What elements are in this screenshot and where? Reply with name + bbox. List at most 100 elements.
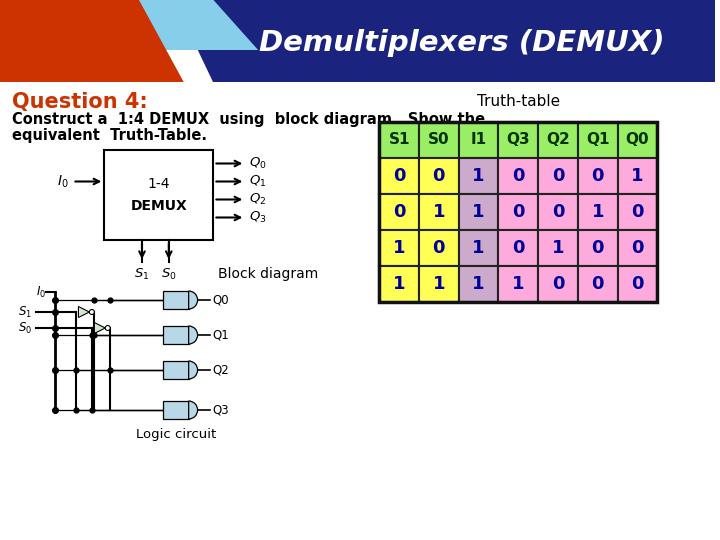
Bar bbox=[163, 291, 189, 309]
Text: 1: 1 bbox=[631, 167, 644, 185]
Text: S1: S1 bbox=[388, 132, 410, 147]
Text: $S_1$: $S_1$ bbox=[18, 305, 32, 320]
Text: $I_0$: $I_0$ bbox=[57, 173, 68, 190]
Text: 0: 0 bbox=[512, 203, 525, 221]
Text: 1: 1 bbox=[433, 275, 445, 293]
Bar bbox=[498, 158, 538, 194]
Bar bbox=[163, 401, 189, 419]
Wedge shape bbox=[189, 291, 197, 309]
Text: Q1: Q1 bbox=[586, 132, 609, 147]
Bar bbox=[379, 122, 419, 158]
Bar bbox=[0, 82, 715, 540]
Circle shape bbox=[89, 309, 94, 314]
Bar bbox=[379, 158, 419, 194]
Bar bbox=[419, 122, 459, 158]
Bar bbox=[379, 122, 657, 302]
Text: Q2: Q2 bbox=[212, 363, 229, 376]
Bar bbox=[419, 194, 459, 230]
Text: 0: 0 bbox=[393, 203, 405, 221]
Bar bbox=[0, 0, 715, 85]
Bar bbox=[618, 266, 657, 302]
Text: 0: 0 bbox=[631, 239, 644, 257]
Wedge shape bbox=[189, 361, 197, 379]
Text: 0: 0 bbox=[512, 167, 525, 185]
Text: Block diagram: Block diagram bbox=[218, 267, 319, 281]
Text: $Q_0$: $Q_0$ bbox=[249, 156, 267, 171]
Bar bbox=[578, 158, 618, 194]
Text: Truth-table: Truth-table bbox=[477, 94, 560, 110]
Text: 0: 0 bbox=[631, 203, 644, 221]
Bar bbox=[379, 194, 419, 230]
Text: 0: 0 bbox=[552, 203, 564, 221]
Text: DEMUX: DEMUX bbox=[130, 199, 187, 213]
Text: Demultiplexers (DEMUX): Demultiplexers (DEMUX) bbox=[259, 29, 665, 57]
Text: 0: 0 bbox=[591, 167, 604, 185]
Text: 1-4: 1-4 bbox=[148, 177, 170, 191]
Bar bbox=[498, 266, 538, 302]
Polygon shape bbox=[0, 0, 258, 50]
Bar bbox=[379, 230, 419, 266]
Bar bbox=[578, 230, 618, 266]
Bar bbox=[578, 266, 618, 302]
Polygon shape bbox=[94, 322, 105, 334]
Bar bbox=[538, 266, 578, 302]
Polygon shape bbox=[0, 0, 715, 50]
Text: 0: 0 bbox=[552, 167, 564, 185]
Text: 1: 1 bbox=[393, 275, 405, 293]
Bar bbox=[498, 122, 538, 158]
Polygon shape bbox=[78, 307, 89, 318]
Text: 0: 0 bbox=[393, 167, 405, 185]
Bar bbox=[419, 230, 459, 266]
Bar bbox=[419, 158, 459, 194]
Bar bbox=[538, 194, 578, 230]
Text: Construct a  1:4 DEMUX  using  block diagram.  Show the: Construct a 1:4 DEMUX using block diagra… bbox=[12, 112, 485, 127]
Text: 0: 0 bbox=[433, 167, 445, 185]
Text: S0: S0 bbox=[428, 132, 450, 147]
Text: equivalent  Truth-Table.: equivalent Truth-Table. bbox=[12, 128, 207, 143]
Text: $Q_1$: $Q_1$ bbox=[249, 174, 266, 189]
Text: 0: 0 bbox=[433, 239, 445, 257]
Text: Q1: Q1 bbox=[212, 328, 229, 341]
Bar bbox=[538, 122, 578, 158]
Text: Q3: Q3 bbox=[212, 403, 229, 416]
Bar bbox=[163, 361, 189, 379]
Text: I1: I1 bbox=[470, 132, 487, 147]
Bar bbox=[538, 230, 578, 266]
Bar bbox=[618, 230, 657, 266]
Text: 1: 1 bbox=[433, 203, 445, 221]
Text: $S_0$: $S_0$ bbox=[18, 320, 32, 335]
Text: Q0: Q0 bbox=[626, 132, 649, 147]
Text: 0: 0 bbox=[591, 275, 604, 293]
Text: $S_1$: $S_1$ bbox=[134, 267, 150, 282]
Bar bbox=[578, 122, 618, 158]
Text: $Q_3$: $Q_3$ bbox=[249, 210, 267, 225]
Text: Question 4:: Question 4: bbox=[12, 92, 148, 112]
Bar bbox=[459, 122, 498, 158]
Text: 1: 1 bbox=[472, 203, 485, 221]
Text: Q0: Q0 bbox=[212, 294, 229, 307]
Text: 1: 1 bbox=[591, 203, 604, 221]
Text: $I_0$: $I_0$ bbox=[36, 285, 46, 300]
Wedge shape bbox=[189, 326, 197, 344]
Text: $S_0$: $S_0$ bbox=[161, 267, 176, 282]
Bar bbox=[379, 266, 419, 302]
Text: Logic circuit: Logic circuit bbox=[135, 428, 216, 441]
Polygon shape bbox=[174, 0, 715, 82]
Wedge shape bbox=[189, 401, 197, 419]
Text: 0: 0 bbox=[512, 239, 525, 257]
Text: 1: 1 bbox=[472, 167, 485, 185]
Bar bbox=[578, 194, 618, 230]
Bar bbox=[618, 158, 657, 194]
Bar bbox=[498, 230, 538, 266]
Bar bbox=[163, 326, 189, 344]
Polygon shape bbox=[0, 0, 184, 82]
Text: 0: 0 bbox=[631, 275, 644, 293]
Text: Q3: Q3 bbox=[506, 132, 530, 147]
Text: 1: 1 bbox=[552, 239, 564, 257]
Bar bbox=[618, 194, 657, 230]
Bar bbox=[498, 194, 538, 230]
Text: 1: 1 bbox=[512, 275, 525, 293]
Text: Q2: Q2 bbox=[546, 132, 570, 147]
Text: 0: 0 bbox=[591, 239, 604, 257]
Text: 1: 1 bbox=[472, 239, 485, 257]
